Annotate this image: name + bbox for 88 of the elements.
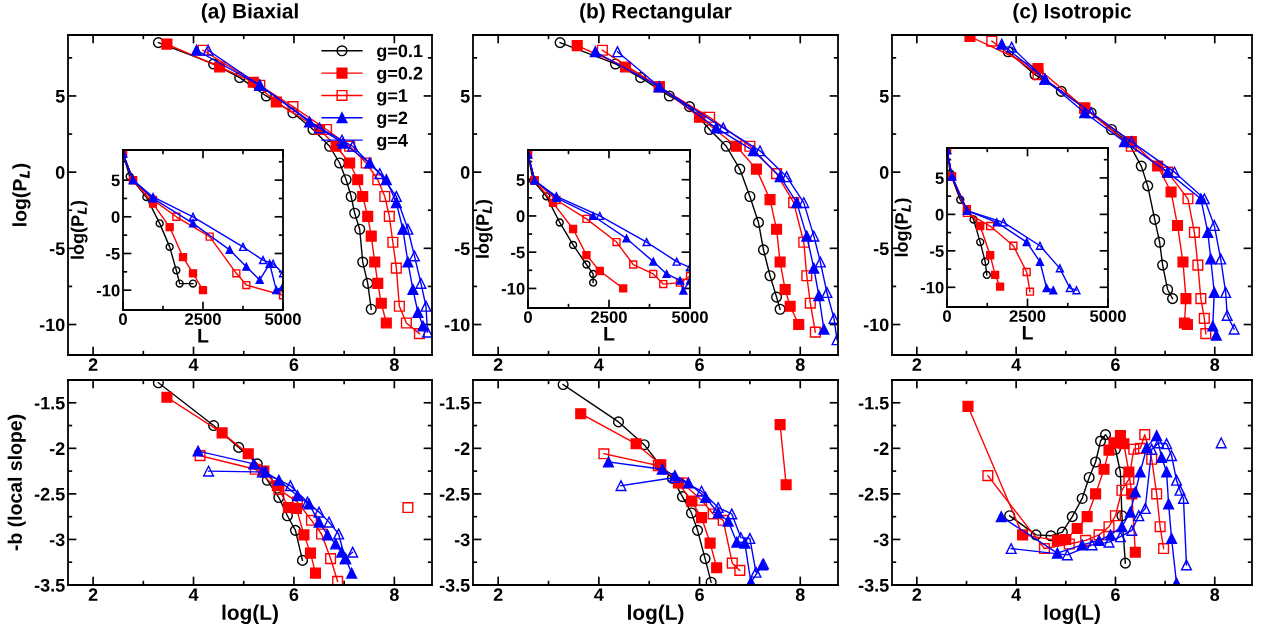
x-tick-label: 6: [289, 588, 299, 602]
chart-title: (a) Biaxial: [201, 3, 298, 23]
y-tick-label: -3.5: [858, 578, 889, 592]
x-tick-label: 5000: [264, 313, 301, 326]
x-tick-label: 2: [912, 588, 922, 601]
y-tick-label: -3: [49, 533, 65, 547]
x-tick-label: 2: [88, 588, 98, 601]
x-tick-label: 4: [594, 588, 604, 601]
x-axis-title: L: [604, 327, 615, 341]
x-axis-title: log(L): [1044, 604, 1100, 625]
legend-label: g=4: [377, 134, 408, 151]
legend-label: g=1: [377, 89, 408, 106]
y-tick-label: 0: [935, 208, 944, 221]
x-tick-label: 4: [594, 358, 604, 371]
x-tick-label: 8: [389, 588, 399, 602]
y-tick-label: -2.5: [34, 487, 65, 501]
x-tick-label: 6: [695, 358, 704, 372]
y-axis-title: log(P$_{L}$): [475, 200, 493, 258]
legend-label: g=2: [377, 111, 408, 128]
y-tick-label: -10: [444, 318, 470, 332]
y-tick-label: -3: [873, 533, 889, 547]
x-tick-label: 5000: [1089, 310, 1126, 323]
x-tick-label: 8: [795, 358, 805, 372]
y-tick-label: -1.5: [858, 396, 889, 410]
x-tick-label: 4: [1011, 588, 1022, 601]
x-tick-label: 6: [289, 358, 299, 372]
legend-label: g=0.2: [377, 66, 423, 84]
y-tick-label: -1.5: [34, 396, 65, 410]
y-tick-label: 5: [55, 90, 65, 103]
y-tick-label: 5: [111, 174, 120, 187]
y-tick-label: -5: [873, 242, 889, 256]
x-axis-title: L: [198, 329, 209, 343]
x-tick-label: 6: [1111, 588, 1120, 602]
y-tick-label: -2.5: [858, 487, 889, 501]
y-tick-label: -5: [49, 242, 65, 256]
x-tick-label: 2: [493, 358, 503, 371]
x-tick-label: 4: [188, 588, 199, 601]
x-tick-label: 8: [1210, 358, 1220, 372]
x-tick-label: 6: [695, 588, 704, 602]
y-tick-label: -2: [454, 442, 470, 455]
x-tick-label: 2: [88, 358, 98, 371]
x-tick-label: 2500: [1009, 310, 1046, 323]
y-tick-label: -10: [863, 318, 889, 332]
chart-title: (b) Rectangular: [580, 3, 732, 23]
y-tick-label: -10: [501, 282, 525, 295]
y-tick-label: -10: [39, 318, 65, 332]
y-tick-label: -3.5: [34, 578, 65, 592]
x-tick-label: 8: [795, 588, 805, 602]
x-tick-label: 6: [1111, 358, 1120, 372]
y-tick-label: -5: [106, 248, 120, 260]
x-tick-label: 5000: [671, 311, 708, 324]
y-axis-title: log(P$_{L}$): [70, 201, 88, 259]
y-tick-label: 0: [111, 211, 120, 223]
x-tick-label: 2: [493, 588, 503, 601]
y-tick-label: -3.5: [439, 578, 470, 592]
x-tick-label: 2500: [591, 311, 627, 324]
y-tick-label: -5: [511, 246, 525, 259]
y-tick-label: -2: [873, 442, 889, 455]
x-tick-label: 2: [912, 358, 922, 371]
y-tick-label: 5: [460, 90, 470, 103]
x-axis-title: log(L): [222, 604, 278, 625]
y-tick-label: -2: [49, 442, 65, 455]
y-axis-title: -b (local slope): [7, 414, 26, 551]
x-tick-label: 8: [389, 358, 399, 372]
y-tick-label: -2.5: [439, 487, 470, 501]
x-tick-label: 2500: [185, 313, 221, 326]
y-tick-label: -1.5: [439, 396, 470, 410]
y-axis-title: log(P$_{L}$): [12, 163, 31, 226]
y-tick-label: 0: [55, 166, 65, 179]
x-tick-label: 4: [188, 358, 199, 371]
y-tick-label: -10: [920, 281, 944, 294]
y-tick-label: -10: [96, 284, 120, 297]
y-tick-label: 5: [879, 90, 889, 103]
y-axis-title: log(P$_{L}$): [894, 198, 912, 257]
x-tick-label: 8: [1210, 588, 1220, 602]
y-tick-label: 5: [935, 172, 944, 185]
chart-title: (c) Isotropic: [1013, 3, 1132, 23]
x-tick-label: 4: [1011, 358, 1022, 371]
legend-label: g=0.1: [377, 44, 423, 61]
y-tick-label: -5: [930, 245, 944, 258]
y-tick-label: 0: [460, 166, 470, 179]
x-axis-title: L: [1022, 326, 1033, 340]
x-axis-title: log(L): [628, 604, 684, 625]
y-tick-label: 5: [516, 174, 525, 186]
y-tick-label: -3: [454, 533, 470, 547]
y-tick-label: 0: [516, 210, 525, 223]
y-tick-label: -5: [454, 242, 470, 256]
y-tick-label: 0: [879, 166, 889, 179]
